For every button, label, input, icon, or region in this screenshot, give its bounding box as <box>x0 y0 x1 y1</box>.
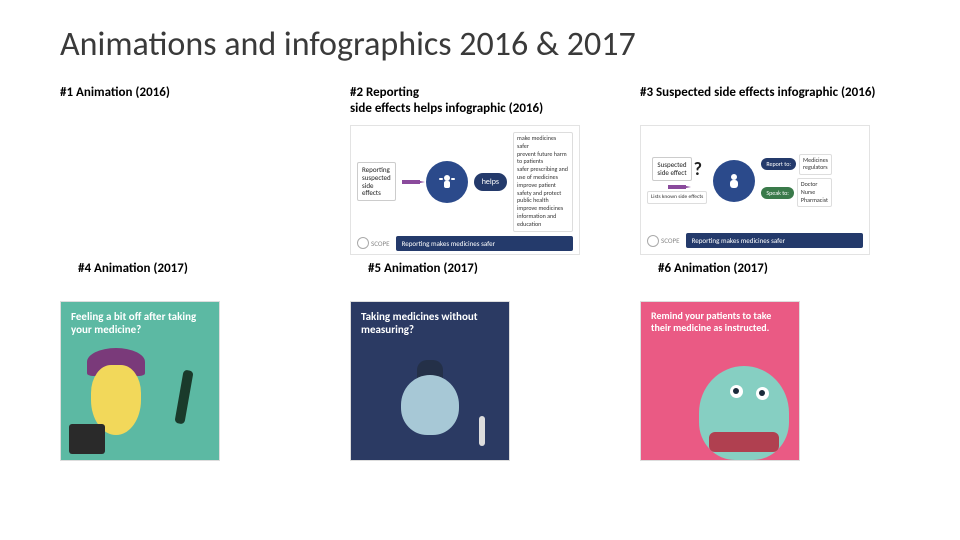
cell-1: #1 Animation (2016) <box>60 85 320 255</box>
cell-6: #6 Animation (2017) Remind your patients… <box>640 261 900 461</box>
info3-body: Suspected side effect ? Lists known side… <box>647 132 863 229</box>
info3-banner: Reporting makes medicines safer <box>686 233 863 248</box>
cell-5: #5 Animation (2017) Taking medicines wit… <box>350 261 610 461</box>
caption-5: #5 Animation (2017) <box>350 261 610 295</box>
info3-list-a: Medicines regulators <box>799 154 832 176</box>
info2-footer: SCOPE Reporting makes medicines safer <box>357 236 573 251</box>
character-eye-right <box>756 387 769 400</box>
caption-2: #2 Reporting side effects helps infograp… <box>350 85 610 119</box>
guitar-icon <box>174 370 193 425</box>
thumb-3-infographic: Suspected side effect ? Lists known side… <box>640 125 870 255</box>
syringe-icon <box>668 185 686 189</box>
info3-list-b: Doctor Nurse Pharmacist <box>797 178 832 207</box>
thumb-6-animation: Remind your patients to take their medic… <box>640 301 800 461</box>
info3-scope-logo: SCOPE <box>647 235 680 247</box>
info2-scope-logo: SCOPE <box>357 237 390 249</box>
info3-center-circle <box>713 160 755 202</box>
thumb-4-animation: Feeling a bit off after taking your medi… <box>60 301 220 461</box>
thumb-5-text: Taking medicines without measuring? <box>351 302 509 340</box>
info3-pill-a: Report to: <box>761 158 796 170</box>
info3-pill-b: Speak to: <box>761 187 794 199</box>
thumb-5-art <box>351 340 509 460</box>
info3-under-box: Lists known side effects <box>647 191 707 204</box>
slide: Animations and infographics 2016 & 2017 … <box>0 0 960 540</box>
thumb-2-infographic: Reporting suspected side effects helps m… <box>350 125 580 255</box>
info2-banner: Reporting makes medicines safer <box>396 236 573 251</box>
info2-body: Reporting suspected side effects helps m… <box>357 132 573 232</box>
amplifier-icon <box>69 424 105 454</box>
cell-2: #2 Reporting side effects helps infograp… <box>350 85 610 255</box>
caption-4: #4 Animation (2017) <box>60 261 320 295</box>
caption-3: #3 Suspected side effects infographic (2… <box>640 85 900 119</box>
caption-6: #6 Animation (2017) <box>640 261 900 295</box>
thumb-4-art <box>61 340 219 460</box>
thumb-6-text: Remind your patients to take their medic… <box>641 302 799 338</box>
info2-left-box: Reporting suspected side effects <box>357 162 396 201</box>
thumb-6-art <box>641 338 799 460</box>
syringe-icon <box>402 180 420 184</box>
cell-3: #3 Suspected side effects infographic (2… <box>640 85 900 255</box>
content-grid: #1 Animation (2016) #2 Reporting side ef… <box>60 85 900 461</box>
info2-pill: helps <box>474 173 507 191</box>
character-eye-left <box>730 385 743 398</box>
spoon-icon <box>479 416 485 446</box>
person-flex-icon <box>437 172 457 192</box>
info2-right-list: make medicines safer prevent future harm… <box>513 132 573 232</box>
info2-center-circle <box>426 161 468 203</box>
character-body <box>401 375 459 435</box>
question-mark-icon: ? <box>694 158 702 180</box>
caption-1: #1 Animation (2016) <box>60 85 320 119</box>
thumb-1-empty <box>60 125 290 255</box>
info3-left-box: Suspected side effect <box>652 157 691 180</box>
thumb-4-text: Feeling a bit off after taking your medi… <box>61 302 219 340</box>
info3-footer: SCOPE Reporting makes medicines safer <box>647 233 863 248</box>
thumb-5-animation: Taking medicines without measuring? <box>350 301 510 461</box>
person-icon <box>724 171 744 191</box>
character-scarf <box>709 432 779 452</box>
slide-title: Animations and infographics 2016 & 2017 <box>60 24 900 65</box>
cell-4: #4 Animation (2017) Feeling a bit off af… <box>60 261 320 461</box>
